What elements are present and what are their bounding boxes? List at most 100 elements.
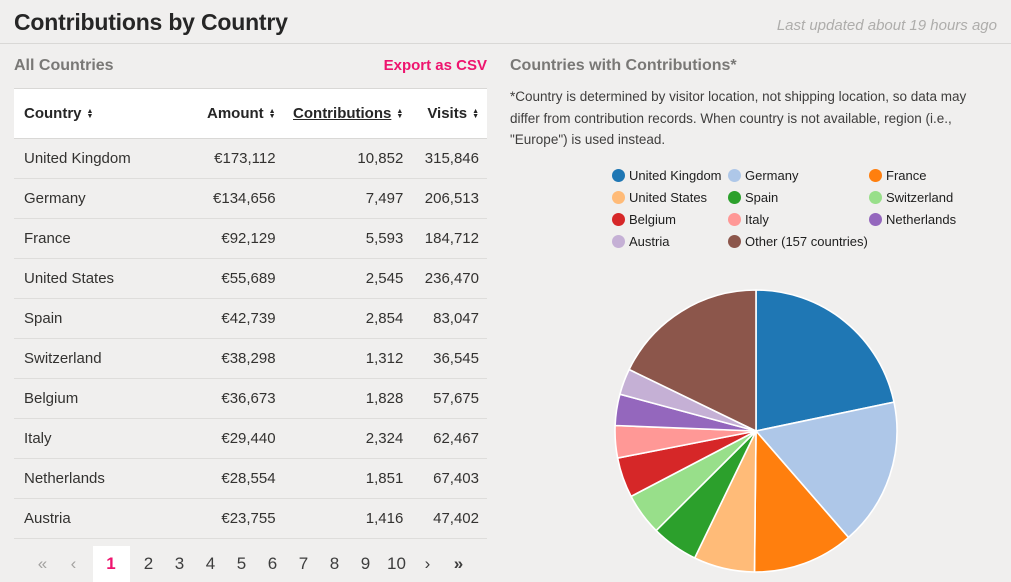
table-row: Spain €42,739 2,854 83,047: [14, 298, 487, 339]
cell-visits: 236,470: [411, 258, 487, 299]
table-section-head: All Countries Export as CSV: [14, 57, 487, 75]
cell-visits: 83,047: [411, 298, 487, 339]
pagination-first-button[interactable]: «: [37, 554, 48, 573]
column-header-amount[interactable]: Amount ▲ ▼: [184, 88, 284, 139]
table-row: Austria €23,755 1,416 47,402: [14, 498, 487, 539]
pie-chart-container: [610, 285, 902, 577]
chart-section-title: Countries with Contributions*: [510, 57, 737, 74]
legend-label: Switzerland: [886, 189, 954, 205]
legend-item-italy[interactable]: Italy: [728, 212, 869, 227]
cell-amount: €134,656: [184, 178, 284, 219]
pagination-page-1[interactable]: 1: [92, 546, 130, 582]
cell-amount: €42,739: [184, 298, 284, 339]
cell-contributions: 5,593: [283, 218, 412, 259]
cell-amount: €29,440: [184, 418, 284, 459]
legend-item-switzerland[interactable]: Switzerland: [869, 190, 997, 205]
legend-item-austria[interactable]: Austria: [612, 234, 728, 249]
legend-item-spain[interactable]: Spain: [728, 190, 869, 205]
sort-icon: ▲ ▼: [86, 107, 94, 120]
pagination-page-7[interactable]: 7: [298, 554, 309, 573]
legend-label: Austria: [629, 233, 670, 249]
legend-item-united-kingdom[interactable]: United Kingdom: [612, 168, 728, 183]
pagination-page-2[interactable]: 2: [143, 554, 154, 573]
legend-item-germany[interactable]: Germany: [728, 168, 869, 183]
legend-label: France: [886, 167, 927, 183]
chart-disclaimer-text: *Country is determined by visitor locati…: [510, 89, 967, 148]
pagination-page-4[interactable]: 4: [205, 554, 216, 573]
legend-swatch-icon: [612, 168, 625, 182]
pie-legend: United Kingdom Germany France United States…: [612, 168, 997, 249]
column-header-country[interactable]: Country ▲ ▼: [14, 88, 185, 139]
cell-visits: 36,545: [411, 338, 487, 379]
pagination-last-button[interactable]: »: [453, 554, 464, 573]
pagination-page-10[interactable]: 10: [387, 554, 406, 573]
countries-table: Country ▲ ▼ Amount ▲ ▼ Contributions ▲ ▼ Visit…: [14, 88, 487, 539]
last-updated-text: Last updated about 19 hours ago: [776, 17, 997, 34]
pagination: « ‹ 1 2 3 4 5 6 7 8 9 10 › »: [14, 546, 487, 582]
pagination-page-5[interactable]: 5: [236, 554, 247, 573]
pagination-page-9[interactable]: 9: [360, 554, 371, 573]
sort-icon: ▲ ▼: [472, 107, 479, 120]
cell-country: United Kingdom: [14, 138, 185, 179]
cell-amount: €38,298: [184, 338, 284, 379]
table-header-row: Country ▲ ▼ Amount ▲ ▼ Contributions ▲ ▼ Visit…: [14, 88, 487, 139]
legend-swatch-icon: [612, 212, 625, 226]
legend-item-other-157-countries[interactable]: Other (157 countries): [728, 234, 869, 249]
column-label-amount: Amount: [207, 105, 264, 122]
column-label-contributions: Contributions: [293, 105, 392, 122]
column-header-contributions[interactable]: Contributions ▲ ▼: [283, 88, 412, 139]
legend-swatch-icon: [728, 168, 741, 182]
column-label-visits: Visits: [427, 105, 468, 122]
cell-amount: €173,112: [184, 138, 284, 179]
pagination-page-3[interactable]: 3: [174, 554, 185, 573]
cell-country: Austria: [14, 498, 185, 539]
cell-visits: 315,846: [411, 138, 487, 179]
cell-visits: 184,712: [411, 218, 487, 259]
pagination-next-button[interactable]: ›: [424, 554, 431, 573]
cell-country: France: [14, 218, 185, 259]
column-header-visits[interactable]: Visits ▲ ▼: [411, 88, 487, 139]
legend-item-france[interactable]: France: [869, 168, 997, 183]
table-row: Germany €134,656 7,497 206,513: [14, 178, 487, 219]
legend-label: United Kingdom: [629, 167, 722, 183]
legend-item-united-states[interactable]: United States: [612, 190, 728, 205]
legend-label: Spain: [745, 189, 779, 205]
column-label-country: Country: [24, 105, 82, 122]
legend-item-belgium[interactable]: Belgium: [612, 212, 728, 227]
cell-country: United States: [14, 258, 185, 299]
legend-label: Belgium: [629, 211, 676, 227]
legend-label: Other (157 countries): [745, 233, 868, 249]
pie-slice-france[interactable]: [753, 429, 850, 573]
pie-slice-germany[interactable]: [755, 401, 898, 539]
legend-label: Germany: [745, 167, 799, 183]
cell-contributions: 10,852: [283, 138, 412, 179]
cell-country: Netherlands: [14, 458, 185, 499]
table-row: Belgium €36,673 1,828 57,675: [14, 378, 487, 419]
table-row: Switzerland €38,298 1,312 36,545: [14, 338, 487, 379]
sort-icon: ▲ ▼: [396, 107, 404, 120]
legend-swatch-icon: [612, 234, 625, 248]
pie-slice-united-kingdom[interactable]: [755, 288, 895, 432]
table-row: Netherlands €28,554 1,851 67,403: [14, 458, 487, 499]
cell-contributions: 1,828: [283, 378, 412, 419]
table-row: Italy €29,440 2,324 62,467: [14, 418, 487, 459]
legend-label: Netherlands: [886, 211, 957, 227]
export-csv-link[interactable]: Export as CSV: [383, 57, 487, 74]
pagination-page-6[interactable]: 6: [267, 554, 278, 573]
page-title: Contributions by Country: [14, 9, 288, 35]
cell-country: Germany: [14, 178, 185, 219]
legend-label: United States: [629, 189, 708, 205]
legend-swatch-icon: [728, 234, 741, 248]
cell-visits: 47,402: [411, 498, 487, 539]
cell-country: Spain: [14, 298, 185, 339]
sort-icon: ▲ ▼: [268, 107, 276, 120]
cell-visits: 67,403: [411, 458, 487, 499]
pagination-page-8[interactable]: 8: [329, 554, 340, 573]
cell-amount: €55,689: [184, 258, 284, 299]
pagination-prev-button[interactable]: ‹: [70, 554, 77, 573]
pie-slice-other-157-countries[interactable]: [628, 288, 757, 432]
legend-label: Italy: [745, 211, 769, 227]
legend-swatch-icon: [728, 212, 741, 226]
legend-item-netherlands[interactable]: Netherlands: [869, 212, 997, 227]
cell-amount: €92,129: [184, 218, 284, 259]
